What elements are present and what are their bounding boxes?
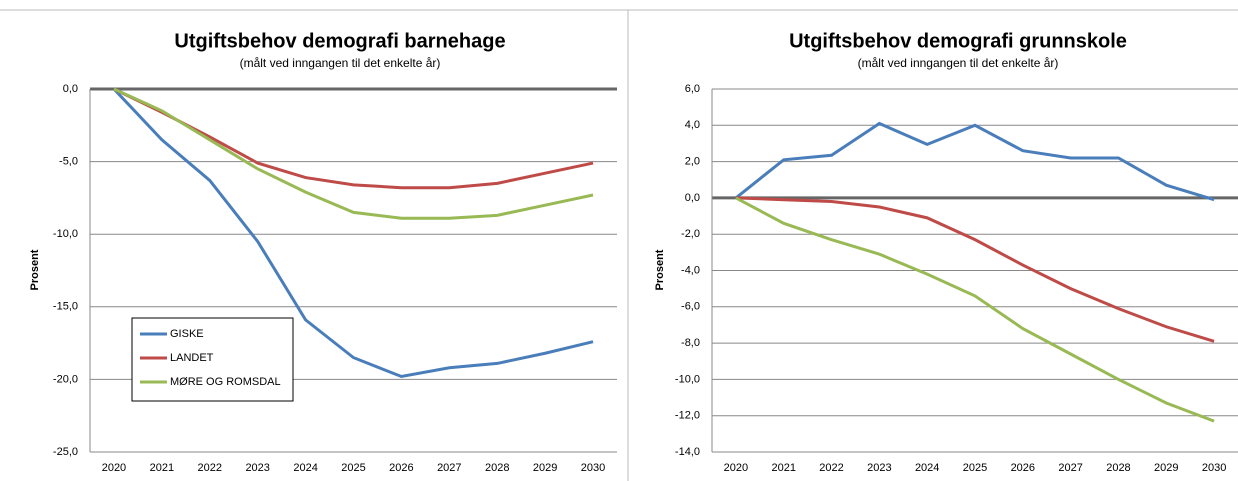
legend-label: GISKE	[170, 328, 204, 340]
y-tick-label: -10,0	[675, 373, 700, 385]
y-tick-label: -5,0	[59, 156, 78, 168]
chart-subtitle: (målt ved inngangen til det enkelte år)	[240, 56, 441, 70]
x-tick-label: 2020	[724, 462, 748, 474]
y-tick-label: -12,0	[675, 410, 700, 422]
series-line	[113, 87, 594, 190]
y-tick-label: 0,0	[63, 83, 78, 95]
x-tick-label: 2028	[1106, 462, 1130, 474]
x-tick-label: 2020	[102, 462, 126, 474]
x-tick-label: 2029	[1154, 462, 1178, 474]
y-tick-label: -25,0	[53, 446, 78, 458]
y-tick-label: -6,0	[681, 301, 700, 313]
x-tick-label: 2026	[389, 462, 413, 474]
chart-title: Utgiftsbehov demografi grunnskole	[789, 30, 1127, 52]
x-tick-label: 2029	[533, 462, 557, 474]
x-tick-label: 2025	[963, 462, 987, 474]
y-tick-label: -8,0	[681, 337, 700, 349]
x-tick-label: 2024	[915, 462, 939, 474]
y-axis-label: Prosent	[654, 249, 666, 290]
x-tick-label: 2023	[867, 462, 891, 474]
series-line	[735, 196, 1215, 343]
x-tick-label: 2025	[341, 462, 365, 474]
y-tick-label: -4,0	[681, 264, 700, 276]
y-tick-label: 6,0	[685, 83, 700, 95]
x-tick-label: 2024	[293, 462, 317, 474]
y-tick-label: -2,0	[681, 228, 700, 240]
x-tick-label: 2021	[771, 462, 795, 474]
x-tick-label: 2026	[1011, 462, 1035, 474]
y-tick-label: 0,0	[685, 192, 700, 204]
x-tick-label: 2021	[150, 462, 174, 474]
x-tick-label: 2027	[1058, 462, 1082, 474]
x-tick-label: 2028	[485, 462, 509, 474]
x-tick-label: 2022	[819, 462, 843, 474]
legend-label: LANDET	[170, 352, 214, 364]
chart-title: Utgiftsbehov demografi barnehage	[174, 30, 505, 52]
x-tick-label: 2023	[245, 462, 269, 474]
series-line	[112, 87, 594, 379]
series-line	[113, 87, 594, 220]
y-tick-label: -14,0	[675, 446, 700, 458]
y-axis-label: Prosent	[29, 249, 41, 290]
x-tick-label: 2030	[581, 462, 605, 474]
x-tick-label: 2027	[437, 462, 461, 474]
y-tick-label: -20,0	[53, 373, 78, 385]
series-line	[735, 196, 1215, 423]
y-tick-label: -10,0	[53, 228, 78, 240]
legend-label: MØRE OG ROMSDAL	[170, 376, 281, 388]
series-line	[734, 121, 1215, 202]
chart-subtitle: (målt ved inngangen til det enkelte år)	[858, 56, 1059, 70]
x-tick-label: 2030	[1202, 462, 1226, 474]
x-tick-label: 2022	[198, 462, 222, 474]
y-tick-label: 2,0	[685, 156, 700, 168]
y-tick-label: 4,0	[685, 119, 700, 131]
y-tick-label: -15,0	[53, 301, 78, 313]
